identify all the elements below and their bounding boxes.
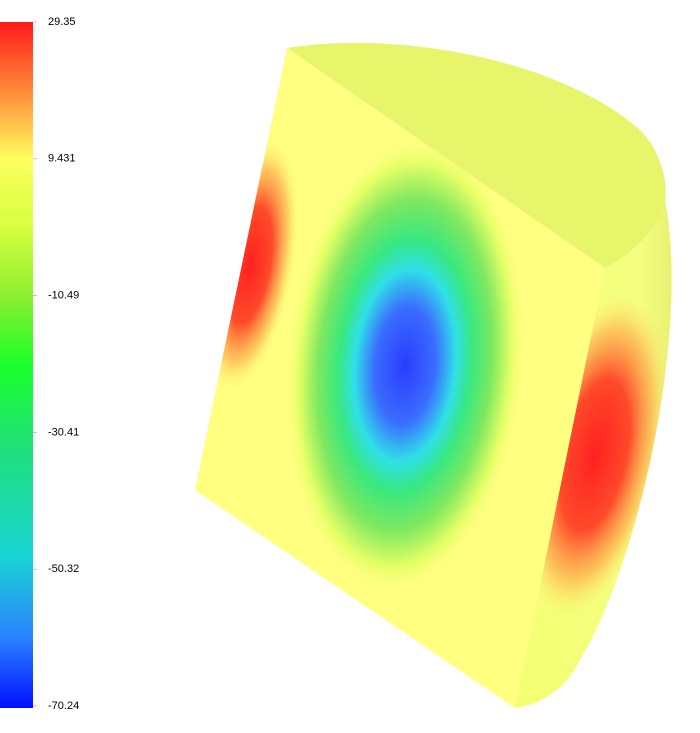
tick-label: -10.49 (48, 290, 79, 302)
model (195, 42, 672, 708)
tick-label: -70.24 (48, 700, 79, 712)
colorbar-ticks: 29.35 9.431 -10.49 -30.41 -50.32 -70.24 (33, 16, 79, 712)
colorbar (0, 22, 33, 708)
cold-zone (283, 135, 527, 595)
top-cap (287, 42, 666, 269)
tick-label: -50.32 (48, 563, 79, 575)
tick-label: 29.35 (48, 16, 76, 28)
tick-label: 9.431 (48, 153, 76, 165)
tick-label: -30.41 (48, 426, 79, 438)
